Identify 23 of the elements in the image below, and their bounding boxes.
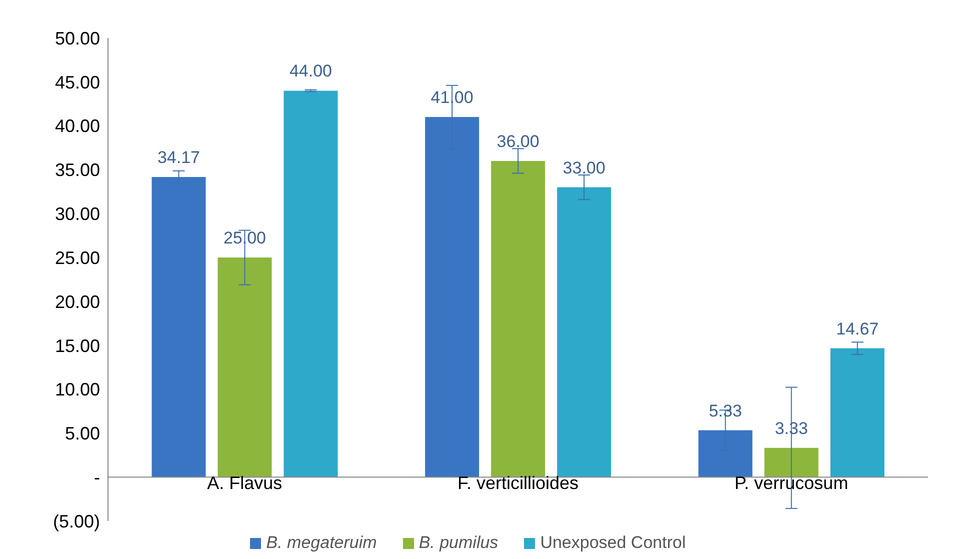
y-tick-label: 10.00 [54,380,100,400]
y-tick-label: 35.00 [54,160,100,180]
data-label: 14.67 [836,319,879,338]
x-tick-label: A. Flavus [207,473,282,493]
y-tick-label: - [94,467,100,488]
y-tick-label: 25.00 [54,248,100,268]
y-tick-label: 50.00 [54,28,100,48]
legend-label: B. pumilus [418,533,498,553]
y-tick-label: (5.00) [52,511,100,532]
data-label: 34.17 [157,148,200,168]
y-tick-label: 15.00 [54,336,100,356]
legend-label: B. megateruim [266,533,377,553]
y-tick-label: 20.00 [54,292,100,312]
data-label: 36.00 [496,132,540,151]
data-label: 33.00 [562,158,606,178]
y-tick-label: 40.00 [54,116,100,136]
y-tick-label: 45.00 [54,72,100,92]
data-label: 44.00 [289,62,332,81]
legend-label: Unexposed Control [540,533,686,553]
y-tick-label: 30.00 [54,204,100,224]
x-tick-label: F. verticillioides [457,473,579,493]
data-label: 5.33 [708,401,742,420]
y-tick-label: 5.00 [64,424,100,444]
